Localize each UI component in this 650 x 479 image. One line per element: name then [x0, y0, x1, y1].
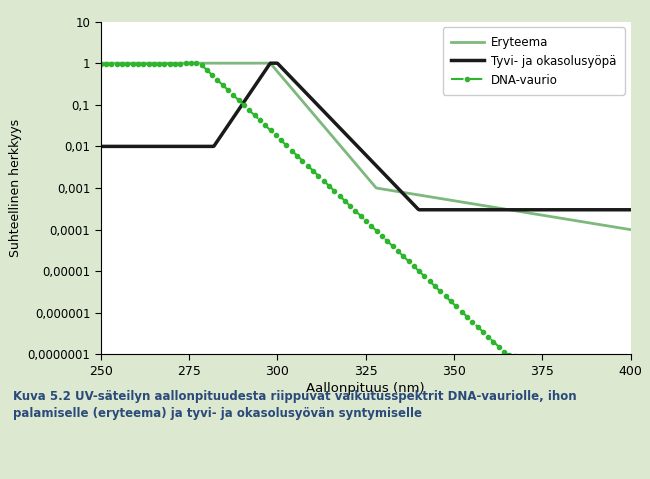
Tyvi- ja okasolusyöpä	[337, 126, 345, 132]
Line: DNA-vaurio: DNA-vaurio	[99, 61, 632, 377]
Text: Kuva 5.2 UV-säteilyn aallonpituudesta riippuvat vaikutusspektrit DNA-vauriolle, : Kuva 5.2 UV-säteilyn aallonpituudesta ri…	[13, 390, 577, 421]
Tyvi- ja okasolusyöpä	[97, 144, 105, 149]
Eryteema	[450, 198, 458, 204]
Tyvi- ja okasolusyöpä	[266, 60, 274, 66]
Eryteema	[233, 60, 241, 66]
DNA-vaurio	[337, 194, 345, 200]
Eryteema	[627, 227, 634, 232]
Tyvi- ja okasolusyöpä	[497, 207, 505, 213]
Y-axis label: Suhteellinen herkkyys: Suhteellinen herkkyys	[9, 119, 22, 257]
DNA-vaurio	[410, 263, 418, 269]
Eryteema	[337, 143, 344, 148]
Tyvi- ja okasolusyöpä	[452, 207, 460, 213]
DNA-vaurio	[97, 61, 105, 67]
DNA-vaurio	[190, 60, 198, 66]
Eryteema	[97, 60, 105, 66]
Tyvi- ja okasolusyöpä	[415, 207, 423, 213]
Line: Eryteema: Eryteema	[101, 63, 630, 229]
Tyvi- ja okasolusyöpä	[627, 207, 634, 213]
Legend: Eryteema, Tyvi- ja okasolusyöpä, DNA-vaurio: Eryteema, Tyvi- ja okasolusyöpä, DNA-vau…	[443, 27, 625, 95]
X-axis label: Aallonpituus (nm): Aallonpituus (nm)	[306, 382, 425, 395]
Line: Tyvi- ja okasolusyöpä: Tyvi- ja okasolusyöpä	[101, 63, 630, 210]
Eryteema	[409, 191, 417, 197]
Tyvi- ja okasolusyöpä	[410, 202, 418, 207]
Tyvi- ja okasolusyöpä	[233, 109, 241, 115]
Eryteema	[496, 205, 504, 211]
DNA-vaurio	[627, 372, 634, 378]
DNA-vaurio	[452, 303, 460, 308]
DNA-vaurio	[234, 96, 242, 102]
Tyvi- ja okasolusyöpä	[190, 144, 198, 149]
DNA-vaurio	[195, 60, 203, 66]
DNA-vaurio	[497, 345, 504, 351]
Eryteema	[190, 60, 198, 66]
